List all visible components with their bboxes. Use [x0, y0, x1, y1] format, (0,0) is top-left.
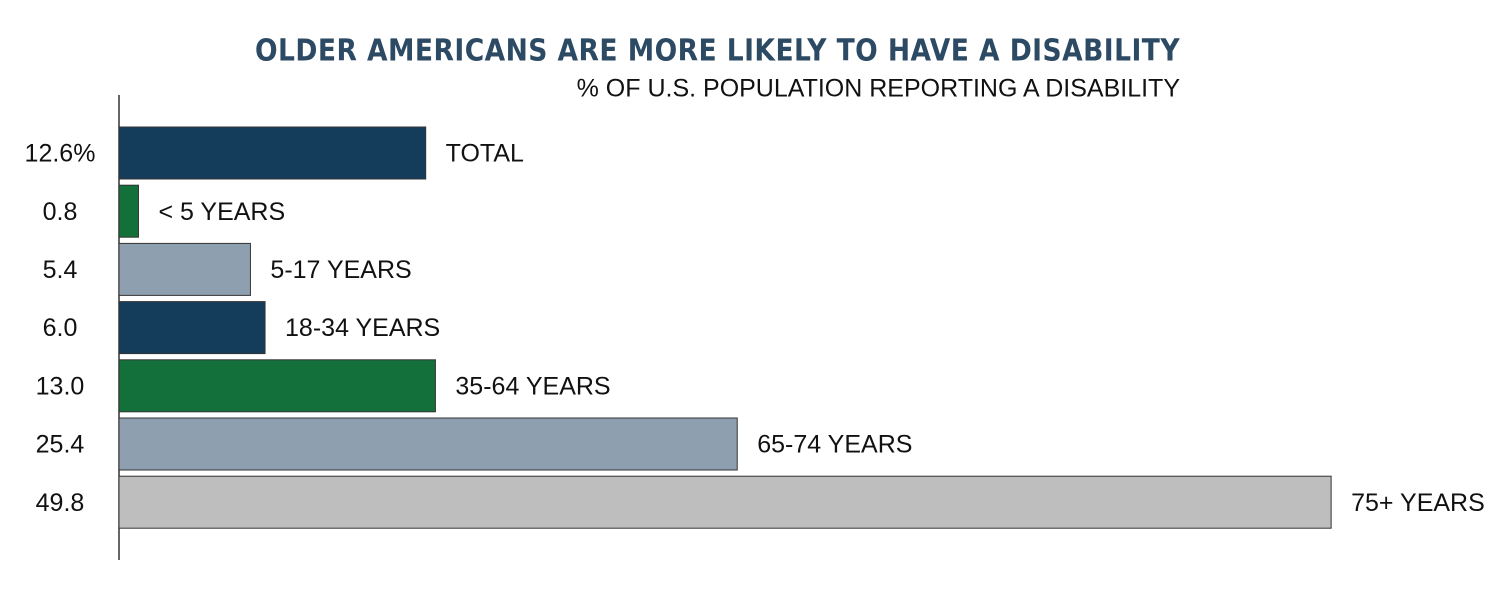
- bar: [118, 242, 251, 296]
- category-label: 75+ YEARS: [1351, 489, 1485, 517]
- chart-subtitle: % OF U.S. POPULATION REPORTING A DISABIL…: [577, 75, 1181, 103]
- category-label: 5-17 YEARS: [270, 256, 411, 284]
- bar: [118, 184, 139, 238]
- bar: [118, 359, 436, 413]
- bar: [118, 417, 738, 471]
- bar: [118, 475, 1332, 529]
- value-label: 25.4: [36, 431, 85, 459]
- value-label: 12.6%: [25, 140, 96, 168]
- category-label: TOTAL: [446, 140, 524, 168]
- chart-title: OLDER AMERICANS ARE MORE LIKELY TO HAVE …: [255, 34, 1181, 69]
- category-label: 18-34 YEARS: [285, 314, 440, 342]
- value-label: 5.4: [43, 256, 78, 284]
- category-label: < 5 YEARS: [158, 198, 285, 226]
- category-label: 35-64 YEARS: [455, 372, 610, 400]
- bar: [118, 301, 266, 355]
- bar: [118, 126, 427, 180]
- value-label: 13.0: [36, 372, 85, 400]
- value-label: 0.8: [43, 198, 78, 226]
- value-label: 49.8: [36, 489, 85, 517]
- value-label: 6.0: [43, 314, 78, 342]
- category-label: 65-74 YEARS: [757, 431, 912, 459]
